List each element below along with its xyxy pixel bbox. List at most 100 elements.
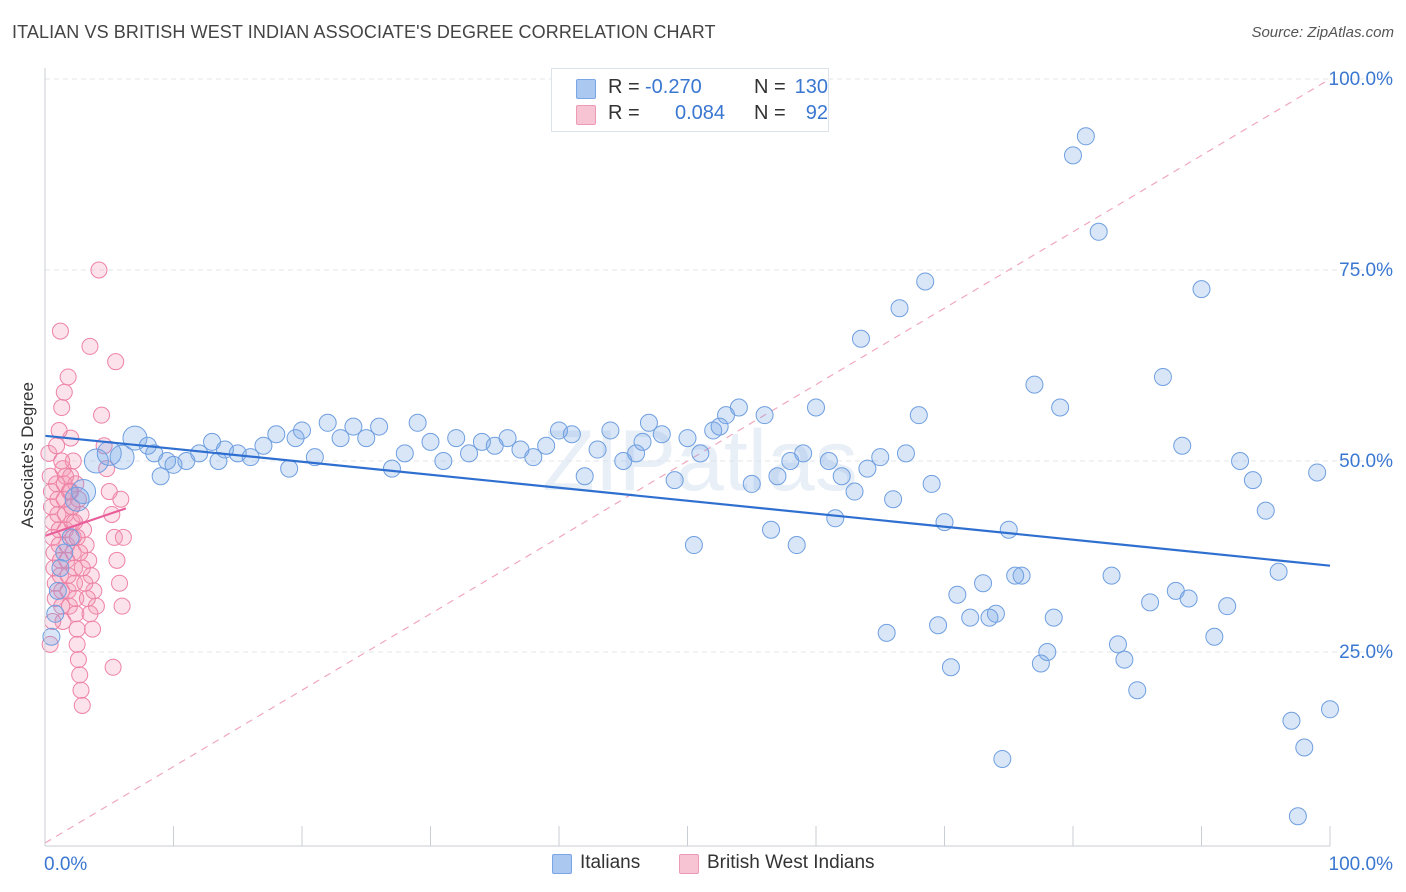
italian-point — [627, 444, 646, 463]
y-tick-label: 100.0% — [1329, 69, 1394, 90]
italian-point — [305, 448, 324, 467]
source-label: Source: ZipAtlas.com — [1251, 24, 1394, 41]
italian-point — [652, 425, 671, 444]
axes — [44, 68, 1331, 847]
italian-point — [1141, 593, 1160, 612]
y-axis-label: Associate's Degree — [18, 382, 37, 528]
legend-r-label: R = — [608, 102, 640, 124]
italian-point — [51, 558, 70, 577]
bwi-point — [57, 467, 75, 485]
bwi-point — [71, 544, 89, 562]
bwi-point — [68, 635, 86, 653]
italian-point — [762, 520, 781, 539]
italian-point — [684, 536, 703, 555]
legend-n-label: N = — [754, 76, 786, 98]
italian-point — [1102, 566, 1121, 585]
italian-point — [819, 452, 838, 470]
italian-point — [1179, 589, 1198, 608]
italian-point — [845, 482, 864, 501]
italian-point — [601, 421, 620, 440]
italian-point — [948, 585, 967, 604]
italian-point — [61, 528, 80, 547]
italian-point — [293, 421, 311, 440]
x-tick-label: 100.0% — [1329, 854, 1394, 875]
italian-point — [48, 581, 67, 600]
bwi-point — [93, 406, 111, 424]
italian-point — [395, 444, 414, 463]
italian-point — [1031, 654, 1050, 673]
bwi-point — [90, 261, 108, 279]
legend-label-bwi: British West Indians — [707, 852, 875, 873]
bwi-point — [103, 505, 121, 523]
bwi-point — [64, 452, 82, 470]
italian-point — [1153, 367, 1172, 386]
reference-diagonal — [44, 78, 1331, 844]
italian-point — [1256, 501, 1275, 520]
italian-point — [318, 413, 337, 432]
italian-point — [974, 574, 993, 593]
italian-point — [370, 417, 389, 436]
italian-point — [916, 272, 935, 291]
italian-point — [961, 608, 980, 627]
legend-n-value: 92 — [805, 102, 828, 124]
italian-point — [710, 417, 729, 436]
bwi-point — [59, 368, 77, 386]
bwi-point — [53, 399, 71, 417]
bwi-point — [50, 421, 68, 439]
bwi-point — [71, 666, 89, 684]
italian-point — [1173, 436, 1192, 455]
bwi-point — [108, 551, 126, 569]
italian-point — [1115, 650, 1134, 669]
italian-point — [71, 479, 97, 505]
italian-point — [498, 429, 517, 448]
italian-point — [421, 432, 440, 451]
italian-point — [922, 474, 941, 493]
bwi-point — [67, 605, 85, 623]
italian-trend-line — [44, 434, 1331, 567]
bwi-point — [81, 605, 99, 623]
bwi-point — [73, 696, 91, 714]
bwi-point — [107, 353, 125, 371]
bwi-point — [41, 635, 59, 653]
italian-point — [286, 429, 305, 448]
italian-point — [588, 440, 607, 459]
legend-n-value: 130 — [794, 76, 828, 98]
legend-r-value: 0.084 — [675, 102, 726, 124]
italian-point — [896, 444, 915, 463]
italian-point — [980, 608, 999, 627]
italian-point — [1321, 700, 1339, 719]
bwi-point — [76, 574, 94, 592]
italian-point — [877, 623, 896, 642]
italian-point — [691, 444, 710, 463]
italian-point — [42, 627, 61, 646]
italian-point — [755, 406, 774, 425]
bwi-point — [48, 437, 66, 455]
legend-n-label: N = — [754, 102, 786, 124]
grid-lines — [45, 78, 1390, 653]
italian-point — [794, 444, 813, 463]
correlation-legend: R = -0.270 N = 130 R = 0.084 N = 92 — [551, 68, 829, 132]
italian-point — [1282, 711, 1301, 730]
bwi-point — [81, 337, 99, 355]
italian-point — [524, 448, 543, 467]
italian-point — [1012, 566, 1031, 585]
italian-point — [1205, 627, 1224, 646]
italian-point — [1231, 452, 1250, 470]
bwi-point — [67, 590, 85, 608]
italian-point — [633, 432, 652, 451]
italian-point — [1064, 146, 1082, 165]
italian-point — [993, 749, 1012, 768]
italian-point — [447, 429, 466, 448]
italian-point — [83, 448, 109, 474]
italian-point — [575, 467, 594, 486]
italian-point — [562, 425, 581, 444]
italian-point — [151, 467, 170, 486]
watermark: ZIPatlas — [542, 413, 857, 509]
trend-lines — [44, 434, 1331, 567]
italian-point — [357, 429, 376, 448]
italian-point — [999, 520, 1018, 539]
y-tick-label: 75.0% — [1339, 260, 1393, 281]
italian-point — [729, 398, 748, 417]
italian-point — [408, 413, 427, 432]
italian-point — [929, 616, 948, 635]
